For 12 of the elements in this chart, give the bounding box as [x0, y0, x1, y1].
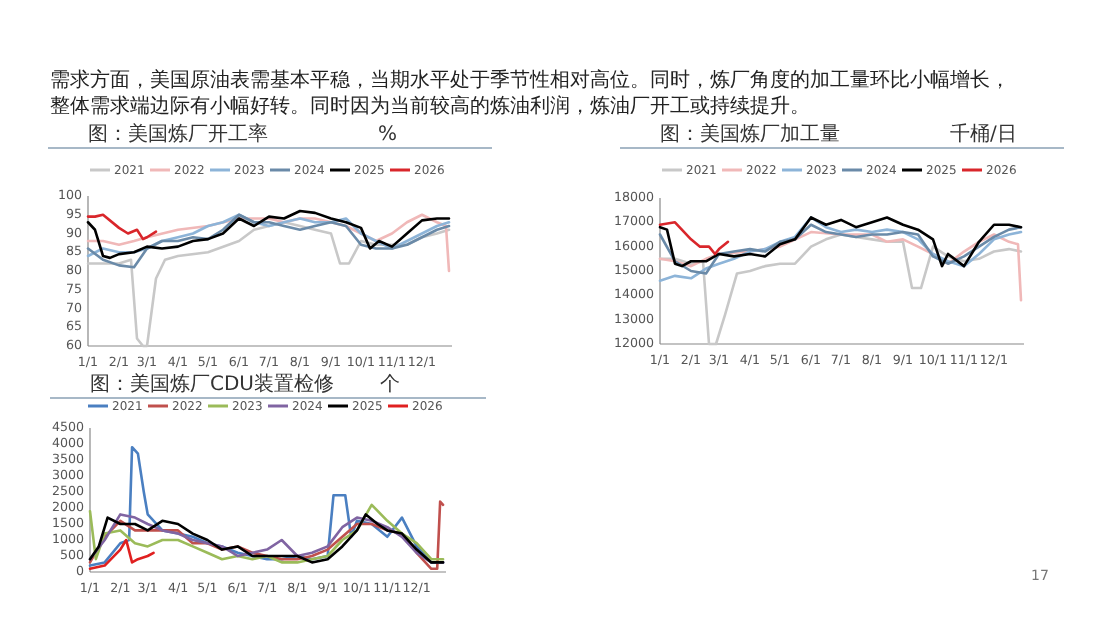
- line-series: [86, 213, 158, 241]
- chart-title: 图：美国炼厂CDU装置检修: [90, 372, 335, 396]
- text: 整体需求端边际有小幅好转。同时因为当前较高的炼油利润，炼油厂开工或持续提升。: [50, 94, 810, 118]
- chart-title: 图：美国炼厂开工率: [88, 122, 268, 146]
- y-axis-title: 个: [380, 372, 400, 396]
- line-series: [658, 221, 730, 256]
- y-axis-title: %: [378, 124, 398, 146]
- y-axis-title: 千桶/日: [950, 122, 1017, 146]
- chart-title: 图：美国炼厂加工量: [660, 122, 840, 146]
- line-series: [88, 513, 445, 564]
- line-series: [88, 538, 155, 571]
- text: 需求方面，美国原油表需基本平稳，当期水平处于季节性相对高位。同时，炼厂角度的加工量环比小幅增长，: [50, 68, 1010, 92]
